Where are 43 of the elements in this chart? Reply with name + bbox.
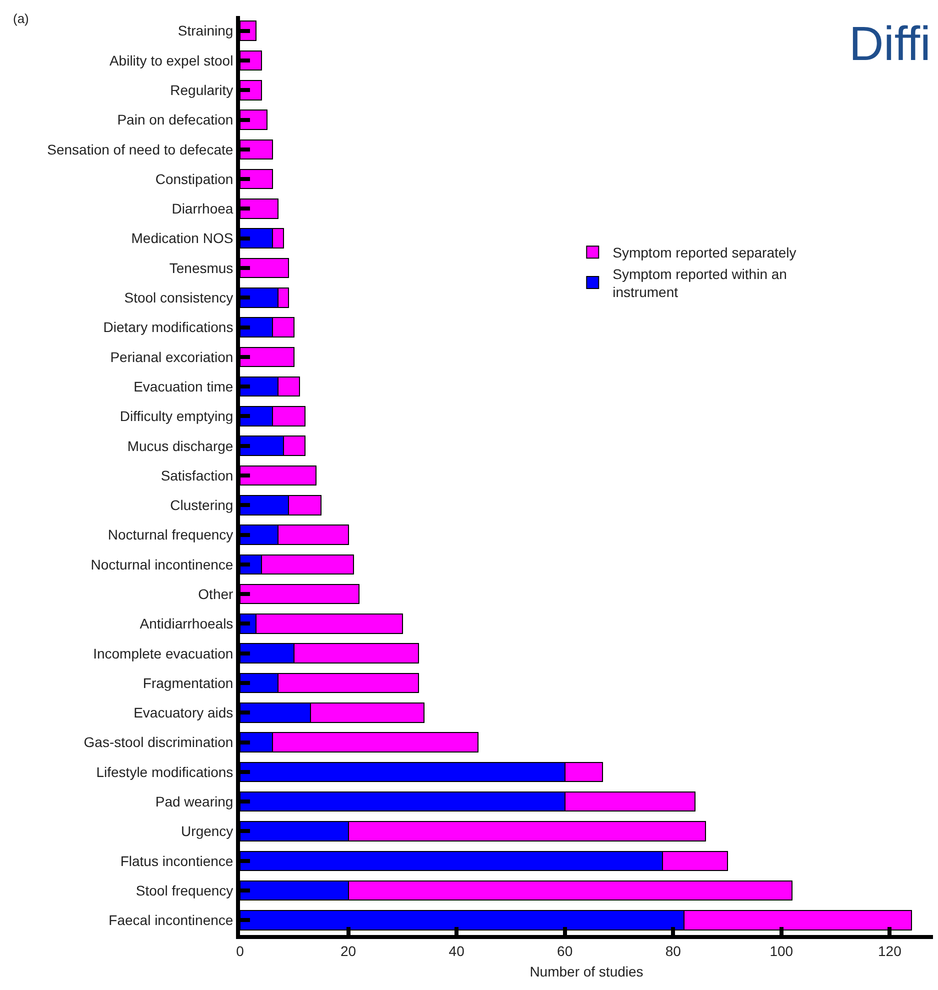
legend-label: Symptom reported within an instrument	[612, 266, 787, 300]
y-tick-label: Tenesmus	[169, 260, 234, 276]
x-axis-title: Number of studies	[530, 964, 644, 980]
x-tick-label: 40	[448, 942, 465, 959]
y-tick-label: Flatus incontience	[120, 852, 234, 869]
y-tick-label: Gas-stool discrimination	[84, 734, 234, 750]
y-tick-label: Ability to expel stool	[109, 52, 234, 68]
y-tick-label: Medication NOS	[131, 230, 234, 246]
x-tick-label: 60	[557, 942, 573, 959]
y-tick-label: Constipation	[155, 170, 234, 187]
y-tick-label: Regularity	[170, 82, 234, 98]
y-tick-label: Stool consistency	[124, 290, 234, 306]
y-tick-label: Pad wearing	[155, 794, 234, 810]
y-tick-label: Perianal excoriation	[110, 348, 234, 365]
text: (a)	[13, 11, 29, 26]
y-tick-label: Straining	[178, 22, 234, 39]
y-tick-label: Stool frequency	[136, 882, 234, 898]
x-tick-label: 120	[878, 942, 902, 959]
y-tick-label: Diarrhoea	[172, 200, 234, 217]
y-tick-label: Evacuatory aids	[134, 704, 234, 721]
x-tick-label: 80	[665, 942, 682, 959]
x-tick-label: 20	[340, 942, 356, 959]
y-tick-label: Fragmentation	[142, 674, 234, 691]
y-tick-label: Evacuation time	[134, 378, 234, 394]
y-tick-label: Antidiarrhoeals	[140, 616, 234, 632]
y-tick-label: Mucus discharge	[127, 438, 234, 454]
annotation: Diffi	[849, 18, 931, 71]
legend-label: Symptom reported separately	[612, 244, 796, 261]
y-tick-label: Lifestyle modifications	[96, 764, 234, 780]
y-tick-label: Incomplete evacuation	[93, 645, 234, 662]
y-tick-label: Nocturnal incontinence	[90, 556, 234, 572]
y-tick-label: Dietary modifications	[103, 319, 234, 336]
y-tick-label: Other	[198, 586, 234, 602]
y-tick-label: Nocturnal frequency	[108, 526, 234, 543]
y-tick-label: Pain on defecation	[117, 112, 234, 128]
x-tick-label: 0	[236, 942, 244, 959]
y-tick-label: Sensation of need to defecate	[47, 141, 234, 158]
y-tick-label: Difficulty emptying	[120, 408, 234, 424]
y-tick-label: Satisfaction	[160, 467, 234, 484]
y-tick-label: Urgency	[181, 823, 234, 840]
y-tick-label: Faecal incontinence	[108, 912, 234, 928]
y-tick-label: Clustering	[170, 497, 234, 514]
x-tick-label: 100	[770, 942, 794, 959]
